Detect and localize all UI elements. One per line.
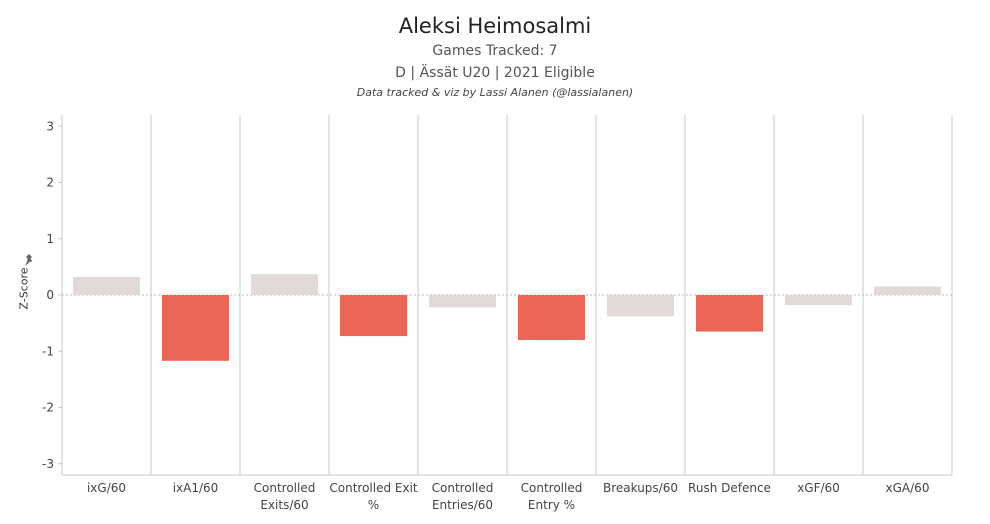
x-tick-label: Controlled [432, 481, 494, 495]
y-tick-label: 3 [46, 119, 54, 133]
x-tick-label: Entry % [528, 498, 575, 512]
bar [518, 295, 585, 340]
bar [251, 274, 318, 295]
bar [73, 277, 140, 295]
x-tick-label: Rush Defence [688, 481, 771, 495]
chart-title: Aleksi Heimosalmi [398, 14, 592, 38]
x-tick-label: Entries/60 [432, 498, 493, 512]
x-tick-label: Controlled [521, 481, 583, 495]
y-tick-label: -1 [42, 344, 54, 358]
x-tick-label: xGA/60 [886, 481, 930, 495]
bar [340, 295, 407, 337]
pin-icon[interactable] [22, 253, 36, 267]
y-tick-label: -3 [42, 457, 54, 471]
x-tick-label: ixG/60 [87, 481, 126, 495]
bar [874, 286, 941, 295]
x-tick-label: Breakups/60 [603, 481, 678, 495]
bar [607, 295, 674, 317]
games-tracked: Games Tracked: 7 [432, 43, 558, 59]
x-tick-label: ixA1/60 [173, 481, 219, 495]
bar [785, 295, 852, 306]
x-tick-label: Controlled Exit [329, 481, 418, 495]
x-tick-label: Controlled [254, 481, 316, 495]
y-tick-label: 0 [46, 288, 54, 302]
x-tick-label: Exits/60 [260, 498, 308, 512]
credit-line: Data tracked & viz by Lassi Alanen (@las… [356, 86, 634, 99]
y-tick-label: 1 [46, 232, 54, 246]
bar [696, 295, 763, 332]
bar [429, 295, 496, 308]
x-tick-label: xGF/60 [797, 481, 840, 495]
x-tick-label: % [368, 498, 379, 512]
player-info: D | Ässät U20 | 2021 Eligible [395, 65, 595, 81]
y-tick-label: -2 [42, 401, 54, 415]
y-tick-label: 2 [46, 176, 54, 190]
bar [162, 295, 229, 361]
